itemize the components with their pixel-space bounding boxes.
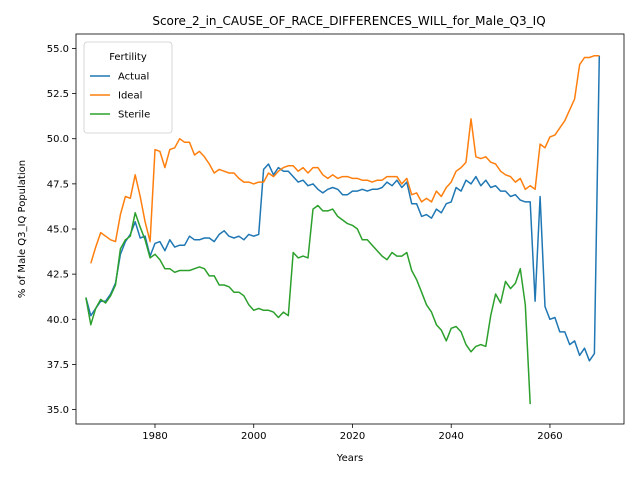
legend-label-ideal: Ideal (118, 91, 142, 102)
x-tick-label: 2060 (537, 431, 562, 442)
y-tick-label: 40.0 (47, 315, 69, 326)
series-line-sterile (85, 204, 531, 405)
legend: Fertility Actual Ideal Sterile (83, 41, 173, 134)
y-axis: 35.0 37.5 40.0 42.5 45.0 47.5 50.0 52.5 55.0 (47, 44, 76, 416)
legend-box (83, 41, 173, 134)
series-line-actual (85, 55, 601, 362)
legend-title: Fertility (109, 52, 147, 63)
y-tick-label: 42.5 (47, 270, 69, 281)
y-axis-label: % of Male Q3_IQ Population (17, 160, 28, 298)
x-axis-label: Years (336, 453, 363, 464)
y-tick-label: 45.0 (47, 225, 69, 236)
legend-label-actual: Actual (118, 72, 149, 83)
x-axis: 1980 2000 2020 2040 2060 (142, 424, 563, 442)
y-tick-label: 50.0 (47, 134, 69, 145)
x-tick-label: 1980 (142, 431, 167, 442)
x-tick-label: 2040 (438, 431, 463, 442)
legend-entries: Actual Ideal Sterile (90, 72, 150, 121)
chart-title: Score_2_in_CAUSE_OF_RACE_DIFFERENCES_WIL… (152, 14, 545, 28)
y-tick-label: 35.0 (47, 405, 69, 416)
y-tick-label: 52.5 (47, 89, 69, 100)
series-line-ideal (90, 54, 600, 264)
y-tick-label: 37.5 (47, 360, 69, 371)
series-layer (85, 54, 601, 405)
x-tick-label: 2000 (241, 431, 266, 442)
x-tick-label: 2020 (340, 431, 365, 442)
plot-area (75, 33, 625, 425)
y-tick-label: 55.0 (47, 44, 69, 55)
legend-label-sterile: Sterile (118, 110, 150, 121)
y-tick-label: 47.5 (47, 179, 69, 190)
